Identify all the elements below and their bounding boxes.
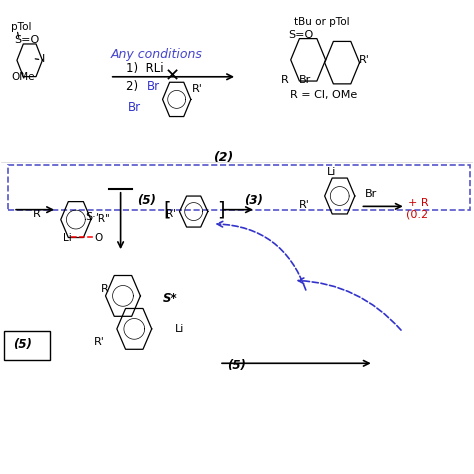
Text: (3): (3) — [245, 194, 264, 207]
Text: R': R' — [192, 83, 203, 93]
Text: Br: Br — [146, 80, 160, 93]
Text: O: O — [95, 233, 103, 243]
Text: I: I — [42, 54, 46, 64]
Text: + R: + R — [408, 198, 428, 208]
Text: S=O: S=O — [288, 30, 313, 40]
Text: (5): (5) — [13, 338, 32, 351]
Text: R': R' — [299, 200, 310, 210]
Text: S=O: S=O — [15, 35, 40, 45]
Text: R: R — [281, 75, 289, 85]
Text: 2): 2) — [126, 80, 142, 93]
Text: Br: Br — [299, 75, 311, 85]
Text: (5): (5) — [137, 194, 156, 207]
Text: (5): (5) — [228, 359, 246, 372]
Text: Li: Li — [63, 233, 72, 243]
Text: Br: Br — [365, 189, 377, 199]
Text: Br: Br — [128, 101, 141, 114]
Text: (0.2: (0.2 — [406, 210, 428, 219]
Text: Li: Li — [327, 167, 336, 177]
Text: R: R — [101, 284, 109, 294]
Text: ʹR": ʹR" — [96, 214, 110, 224]
Text: R: R — [33, 210, 41, 219]
Text: R = Cl, OMe: R = Cl, OMe — [290, 90, 357, 100]
Text: S*: S* — [163, 292, 177, 305]
Text: Li: Li — [175, 324, 184, 334]
Text: S·: S· — [85, 212, 96, 222]
Text: Any conditions: Any conditions — [111, 48, 203, 61]
Text: ]: ] — [217, 200, 225, 219]
Text: [: [ — [164, 200, 171, 219]
Text: R': R' — [94, 337, 105, 346]
Text: (2): (2) — [213, 151, 233, 164]
Text: OMe: OMe — [12, 72, 35, 82]
Text: R': R' — [358, 55, 369, 65]
Text: 1)  RLi: 1) RLi — [126, 62, 164, 75]
Text: R': R' — [166, 210, 176, 219]
Text: tBu or pTol: tBu or pTol — [293, 17, 349, 27]
Text: pTol: pTol — [11, 22, 31, 32]
Text: ✕: ✕ — [164, 68, 180, 86]
